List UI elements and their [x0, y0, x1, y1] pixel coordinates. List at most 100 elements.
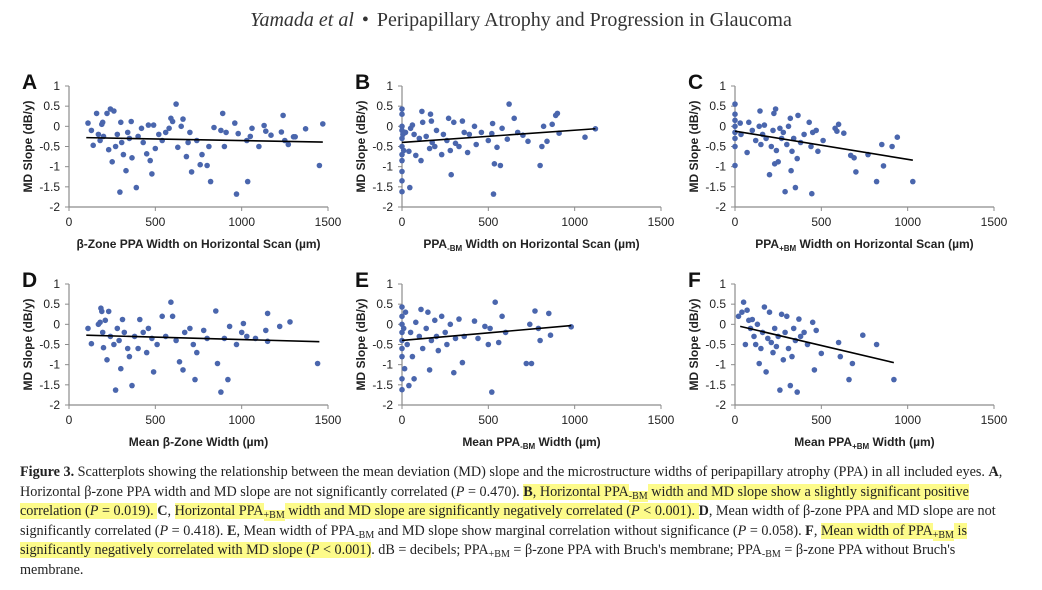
y-tick-label: -2 [382, 398, 393, 412]
data-point [834, 128, 840, 134]
data-point [292, 134, 299, 140]
data-point [413, 152, 419, 159]
data-point [771, 110, 777, 117]
x-tick-label: 0 [732, 413, 739, 427]
y-tick-label: 0 [53, 317, 60, 331]
data-point [466, 131, 473, 138]
caption-highlighted-text: -BM [628, 490, 648, 502]
data-point [740, 299, 747, 305]
y-tick-label: -1.5 [705, 378, 726, 392]
data-point [407, 329, 414, 336]
data-point [732, 143, 738, 150]
data-point [491, 161, 498, 167]
caption-text: . dB = decibels; PPA [371, 542, 489, 559]
x-tick-label: 1500 [981, 413, 1008, 427]
data-point [782, 329, 788, 336]
data-point [268, 132, 274, 138]
data-point [114, 325, 121, 332]
x-axis-label-text: Width on Horizontal Scan (µm) [462, 237, 639, 251]
data-point [204, 162, 210, 169]
y-tick-label: 0.5 [709, 297, 726, 311]
data-point [287, 319, 293, 325]
data-point [784, 313, 790, 320]
data-point [235, 130, 241, 137]
y-tick-label: 0 [386, 119, 393, 133]
data-point [732, 135, 738, 142]
y-tick-label: 0.5 [376, 99, 393, 113]
data-point [137, 316, 143, 323]
data-point [792, 184, 799, 191]
caption-text: , Mean width of β-zone PPA and MD slope … [20, 503, 996, 539]
data-point [159, 313, 165, 320]
panel-a: A 1 0.5 0 -0.5 -1 -1.5 -2 0 500 1000 1500 MD Slope (… [21, 71, 342, 251]
data-point [428, 118, 435, 124]
y-tick-label: 1 [719, 79, 726, 93]
data-point [166, 125, 172, 132]
x-tick-label: 0 [399, 413, 406, 427]
data-point [425, 309, 431, 315]
caption-highlighted-text: = 0.019). [98, 503, 158, 520]
data-point [152, 145, 159, 152]
data-point [809, 319, 816, 326]
y-tick-label: -0.5 [39, 140, 60, 154]
caption-highlighted-text: < 0.001) [319, 542, 372, 559]
data-point [276, 323, 283, 330]
data-point [140, 139, 146, 146]
data-point [451, 119, 457, 126]
caption-text: -BM [761, 549, 781, 561]
data-point [124, 345, 131, 352]
data-point [445, 115, 452, 122]
caption-highlighted-text: P [631, 503, 640, 520]
data-point [489, 130, 495, 137]
caption-highlighted-text: Mean width of PPA [820, 522, 933, 539]
data-point [219, 110, 226, 117]
caption-text: , Mean width of PPA [236, 522, 356, 539]
data-point [426, 367, 433, 373]
data-point [233, 341, 240, 348]
data-point [400, 325, 407, 332]
data-point [789, 148, 795, 155]
x-axis-label-text: Width (µm) [869, 435, 934, 449]
data-point [178, 123, 184, 130]
x-tick-label: 1000 [561, 215, 588, 229]
data-point [775, 159, 781, 165]
data-point [399, 337, 405, 344]
x-tick-label: 1000 [894, 413, 921, 427]
x-tick-label: 500 [478, 215, 498, 229]
data-point [104, 110, 110, 117]
data-point [773, 343, 780, 350]
data-point [143, 151, 150, 157]
data-point [492, 299, 499, 305]
caption-bold-text: D [698, 503, 709, 520]
data-point [118, 119, 124, 126]
data-point [456, 143, 462, 150]
data-point [801, 329, 807, 336]
x-tick-label: 1000 [228, 413, 255, 427]
data-point [97, 137, 103, 144]
data-point [413, 319, 419, 326]
data-point [399, 313, 405, 320]
y-tick-label: -1 [382, 358, 393, 372]
data-point [592, 126, 599, 132]
y-axis-label: MD Slope (dB/y) [354, 298, 368, 390]
data-point [756, 360, 762, 367]
data-point [456, 316, 462, 322]
caption-text: = β-zone PPA without Bruch's membrane. [20, 542, 956, 578]
data-point [846, 376, 852, 383]
data-point [114, 131, 121, 138]
y-tick-label: -0.5 [705, 338, 726, 352]
data-point [785, 345, 792, 352]
caption-bold-text: C [157, 503, 168, 520]
data-point [880, 163, 887, 169]
y-tick-label: -1.5 [39, 378, 60, 392]
data-point [735, 313, 742, 320]
y-tick-label: 0.5 [709, 99, 726, 113]
data-point [407, 184, 413, 191]
data-point [879, 141, 885, 148]
panel-letter: F [688, 269, 701, 292]
data-point [539, 143, 545, 150]
data-point [175, 144, 181, 151]
data-point [451, 369, 457, 376]
x-axis-label-subscript: +BM [779, 244, 796, 253]
data-point [749, 316, 756, 323]
